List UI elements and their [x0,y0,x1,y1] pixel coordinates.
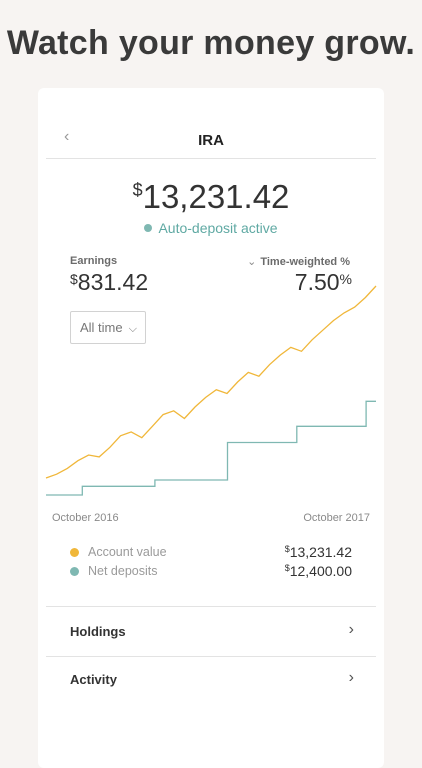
earnings-amount: 831.42 [77,269,149,295]
page-headline: Watch your money grow. [6,24,416,62]
earnings-label: Earnings [70,255,118,267]
legend-value: $12,400.00 [285,563,352,579]
account-balance: $13,231.42 [38,178,384,216]
legend-dot-icon [70,567,79,576]
time-weighted-toggle[interactable]: ⌄ Time-weighted % [247,255,350,268]
legend-dot-icon [70,548,79,557]
legend-currency: $ [284,544,290,554]
nav-title: IRA [198,132,224,149]
status-dot-icon [144,224,153,232]
legend-item-net-deposits: Net deposits $12,400.00 [70,563,352,581]
x-axis-end-label: October 2017 [303,512,370,524]
legend-currency: $ [284,563,290,573]
earnings-currency: $ [70,271,78,287]
legend-amount: 13,231.42 [289,544,352,560]
chevron-down-icon: ⌵ [128,323,137,335]
time-weighted-value: 7.50% [295,269,352,296]
activity-label: Activity [70,672,117,687]
holdings-label: Holdings [70,624,126,639]
balance-amount: 13,231.42 [142,178,290,215]
legend-value: $13,231.42 [285,544,352,560]
account-card: ‹ IRA $13,231.42 Auto-deposit active Ear… [38,88,384,768]
range-select-value: All time [80,320,123,335]
time-weighted-unit: % [339,271,352,287]
chevron-right-icon: › [348,621,354,638]
chevron-down-icon: ⌄ [247,256,257,268]
time-weighted-label: Time-weighted % [260,256,350,268]
net-deposits-line [46,400,376,496]
nav-bar: ‹ IRA [46,116,376,159]
chevron-left-icon[interactable]: ‹ [64,128,70,145]
performance-chart [45,285,377,496]
legend-label: Account value [88,545,167,559]
account-value-line [45,285,377,479]
holdings-row[interactable]: Holdings › [46,608,376,656]
auto-deposit-status[interactable]: Auto-deposit active [38,220,384,236]
earnings-value: $831.42 [70,269,148,296]
chevron-right-icon: › [348,669,354,686]
activity-row[interactable]: Activity › [46,656,376,704]
balance-currency: $ [132,180,143,200]
time-weighted-number: 7.50 [294,269,340,295]
divider [46,606,376,607]
auto-deposit-label: Auto-deposit active [158,220,278,236]
legend-label: Net deposits [88,564,158,578]
legend-item-account-value: Account value $13,231.42 [70,544,352,562]
divider [46,656,376,657]
range-select[interactable]: All time ⌵ [70,311,146,344]
legend-amount: 12,400.00 [289,563,352,579]
x-axis-start-label: October 2016 [52,512,119,524]
